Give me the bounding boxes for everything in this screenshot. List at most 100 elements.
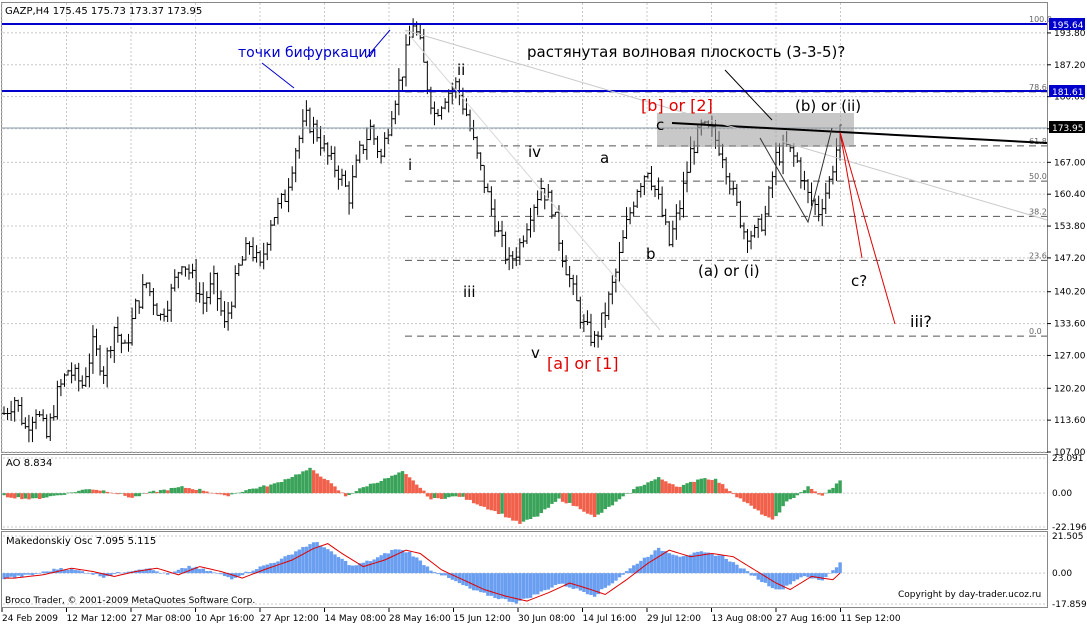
ao-histogram-bar	[9, 493, 13, 498]
mak-histogram-bar	[649, 554, 654, 574]
mak-histogram-bar	[269, 563, 273, 574]
ao-histogram-bar	[496, 493, 501, 515]
mak-histogram-bar	[98, 573, 102, 577]
mak-histogram-bar	[518, 573, 522, 601]
ao-histogram-bar	[724, 488, 728, 494]
mak-histogram-bar	[781, 573, 785, 590]
mak-histogram-bar	[151, 570, 156, 574]
mak-histogram-bar	[834, 567, 839, 574]
mak-histogram-bar	[30, 573, 35, 576]
price-tick-label: 133.60	[1054, 320, 1086, 330]
mak-histogram-bar	[219, 573, 223, 575]
mak-histogram-bar	[16, 573, 21, 576]
fib-level-label: 0.0	[1029, 327, 1042, 336]
ao-histogram-bar	[813, 491, 817, 494]
mak-histogram-bar	[73, 570, 77, 574]
ao-histogram-bar	[585, 493, 590, 514]
ao-histogram-bar	[624, 493, 629, 494]
makedonskiy-label: Makedonskiy Osc 7.095 5.115	[6, 536, 156, 547]
mak-histogram-bar	[539, 573, 543, 592]
mak-histogram-bar	[45, 571, 49, 574]
ao-histogram-bar	[254, 488, 259, 494]
mak-histogram-bar	[439, 573, 444, 576]
resistance-zone	[657, 113, 854, 147]
time-tick-label: 11 Sep 12:00	[841, 614, 901, 624]
mak-histogram-bar	[667, 553, 672, 574]
ao-histogram-bar	[592, 493, 597, 518]
mak-histogram-bar	[176, 569, 181, 574]
ao-histogram-bar	[13, 493, 17, 499]
ao-histogram-bar	[418, 487, 423, 494]
time-tick-label: 27 Apr 12:00	[260, 614, 319, 624]
mak-histogram-bar	[820, 573, 825, 581]
mak-histogram-bar	[336, 557, 341, 574]
ao-histogram-bar	[265, 486, 270, 494]
fib-diagonal	[404, 29, 1048, 221]
mak-histogram-bar	[375, 557, 380, 574]
mak-histogram-bar	[194, 566, 198, 574]
mak-histogram-bar	[553, 573, 558, 586]
wave-v: v	[531, 344, 540, 362]
ao-histogram-bar	[528, 493, 533, 520]
ao-histogram-bar	[397, 472, 401, 494]
mak-histogram-bar	[116, 572, 120, 574]
mak-histogram-bar	[48, 571, 53, 574]
mak-histogram-bar	[756, 573, 760, 580]
mak-histogram-bar	[632, 565, 636, 574]
ao-histogram-bar	[667, 483, 672, 494]
ao-histogram-bar	[827, 489, 832, 494]
mak-histogram-bar	[685, 555, 689, 574]
wave-iv: iv	[528, 143, 541, 161]
ao-histogram-bar	[290, 476, 294, 494]
ao-histogram-bar	[340, 492, 344, 494]
mak-histogram-bar	[471, 573, 476, 591]
ao-histogram-bar	[450, 493, 455, 497]
mak-histogram-bar	[322, 547, 326, 574]
mak-histogram-bar	[254, 569, 259, 574]
ao-histogram-bar	[429, 493, 433, 500]
ao-histogram-bar	[343, 493, 348, 497]
mak-histogram-bar	[795, 573, 800, 580]
price-tick-label: 167.00	[1054, 158, 1086, 168]
ao-histogram-bar	[368, 483, 373, 494]
ao-histogram-bar	[180, 486, 184, 494]
mak-histogram-bar	[407, 551, 412, 574]
mak-histogram-bar	[653, 550, 657, 574]
ao-histogram-bar	[201, 490, 206, 494]
time-tick-label: 13 Aug 08:00	[712, 614, 773, 624]
ao-histogram-bar	[664, 481, 668, 494]
mak-histogram-bar	[696, 551, 700, 574]
ao-histogram-bar	[37, 493, 42, 499]
ao-histogram-bar	[304, 470, 309, 494]
mak-histogram-bar	[94, 573, 99, 575]
mak-histogram-bar	[447, 573, 451, 578]
ao-histogram-bar	[354, 491, 358, 494]
mak-histogram-bar	[247, 572, 252, 574]
mak-histogram-bar	[304, 546, 309, 574]
ao-histogram-bar	[94, 489, 99, 494]
mak-histogram-bar	[760, 573, 764, 583]
mak-histogram-bar	[664, 551, 668, 574]
ao-histogram-bar	[688, 481, 693, 494]
time-tick-label: 14 Jul 16:00	[583, 614, 637, 624]
ao-histogram-bar	[226, 493, 230, 497]
bifurcation-pointer-2	[365, 29, 391, 59]
projection-c	[839, 131, 863, 259]
ao-histogram-bar	[240, 491, 245, 494]
mak-histogram-bar	[315, 542, 319, 574]
ao-histogram-bar	[383, 478, 387, 494]
ao-histogram-bar	[407, 477, 412, 494]
ao-histogram-bar	[361, 487, 366, 494]
ao-histogram-bar	[692, 481, 696, 494]
ao-histogram-bar	[610, 493, 615, 506]
mak-histogram-bar	[464, 573, 469, 586]
ao-histogram-bar	[91, 489, 95, 494]
indicator-tick-label: 0.00	[1052, 569, 1072, 579]
fib-level-label: 50.0	[1029, 172, 1047, 181]
mak-histogram-bar	[557, 573, 561, 584]
ao-histogram-bar	[258, 486, 262, 494]
mak-histogram-bar	[568, 573, 572, 588]
mak-histogram-bar	[607, 573, 611, 586]
ao-histogram-bar	[493, 493, 497, 512]
